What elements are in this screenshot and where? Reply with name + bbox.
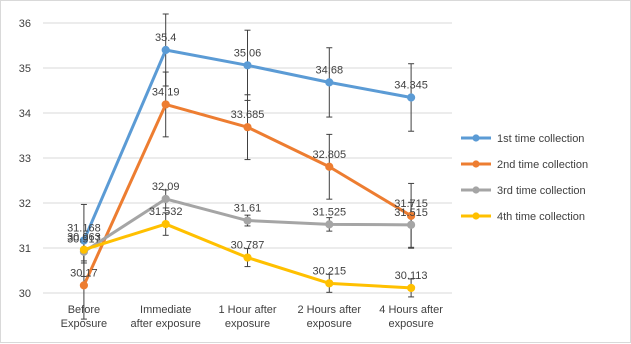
y-tick-label: 36 [19, 18, 31, 30]
data-point [325, 162, 334, 171]
legend-label: 1st time collection [497, 133, 584, 145]
legend-swatch-marker [472, 186, 480, 194]
y-tick-label: 32 [19, 198, 31, 210]
data-label: 31.515 [394, 207, 428, 219]
y-tick-label: 35 [19, 63, 31, 75]
data-point [325, 279, 334, 288]
data-label: 33.685 [231, 109, 265, 121]
data-label: 35.4 [155, 32, 176, 44]
x-tick-label: exposure [388, 318, 433, 330]
data-point [243, 123, 252, 132]
data-label: 34.19 [152, 86, 180, 98]
legend-swatch-marker [472, 160, 480, 168]
data-point [243, 61, 252, 70]
data-point [325, 220, 334, 229]
x-tick-label: exposure [225, 318, 270, 330]
data-point [407, 220, 416, 229]
data-point [161, 219, 170, 229]
legend-swatch-marker [472, 134, 480, 142]
data-label: 30.917 [67, 234, 101, 246]
data-label: 32.805 [312, 149, 346, 161]
legend-label: 4th time collection [497, 211, 585, 223]
x-tick-label: 4 Hours after [379, 304, 443, 316]
data-label: 31.525 [312, 206, 346, 218]
x-tick-label: after exposure [131, 318, 201, 330]
data-label: 31.715 [394, 198, 428, 210]
data-label: 31.168 [67, 222, 101, 234]
data-label: 31.532 [149, 206, 183, 218]
data-point [161, 45, 170, 55]
data-point [161, 100, 170, 109]
data-point [79, 281, 89, 290]
x-tick-label: exposure [307, 318, 352, 330]
data-point [407, 283, 416, 293]
y-tick-label: 33 [19, 153, 31, 165]
y-tick-label: 30 [19, 288, 31, 300]
legend-swatch-marker [472, 212, 480, 220]
data-label: 32.09 [152, 181, 180, 193]
x-tick-label: Immediate [140, 304, 191, 316]
data-point [407, 93, 416, 102]
data-point [79, 245, 89, 254]
legend-label: 3rd time collection [497, 185, 586, 197]
legend-label: 2nd time collection [497, 159, 588, 171]
data-label: 30.787 [231, 240, 265, 252]
data-label: 30.215 [312, 265, 346, 277]
x-tick-label: 2 Hours after [298, 304, 362, 316]
data-point [325, 78, 334, 87]
data-label: 34.68 [316, 64, 344, 76]
y-tick-label: 31 [19, 243, 31, 255]
data-point [407, 211, 416, 220]
data-label: 30.113 [395, 270, 428, 282]
data-label: 30.17 [70, 267, 98, 279]
x-tick-label: 1 Hour after [218, 304, 276, 316]
data-point [161, 194, 170, 204]
data-label: 34.345 [394, 79, 428, 91]
y-tick-label: 34 [19, 108, 31, 120]
data-label: 31.61 [234, 203, 262, 215]
data-label: 30.963 [67, 232, 101, 244]
data-label: 35.06 [234, 47, 262, 59]
data-point [243, 253, 252, 262]
data-point [79, 236, 89, 245]
x-tick-label: Exposure [61, 318, 107, 330]
data-point [243, 216, 252, 225]
